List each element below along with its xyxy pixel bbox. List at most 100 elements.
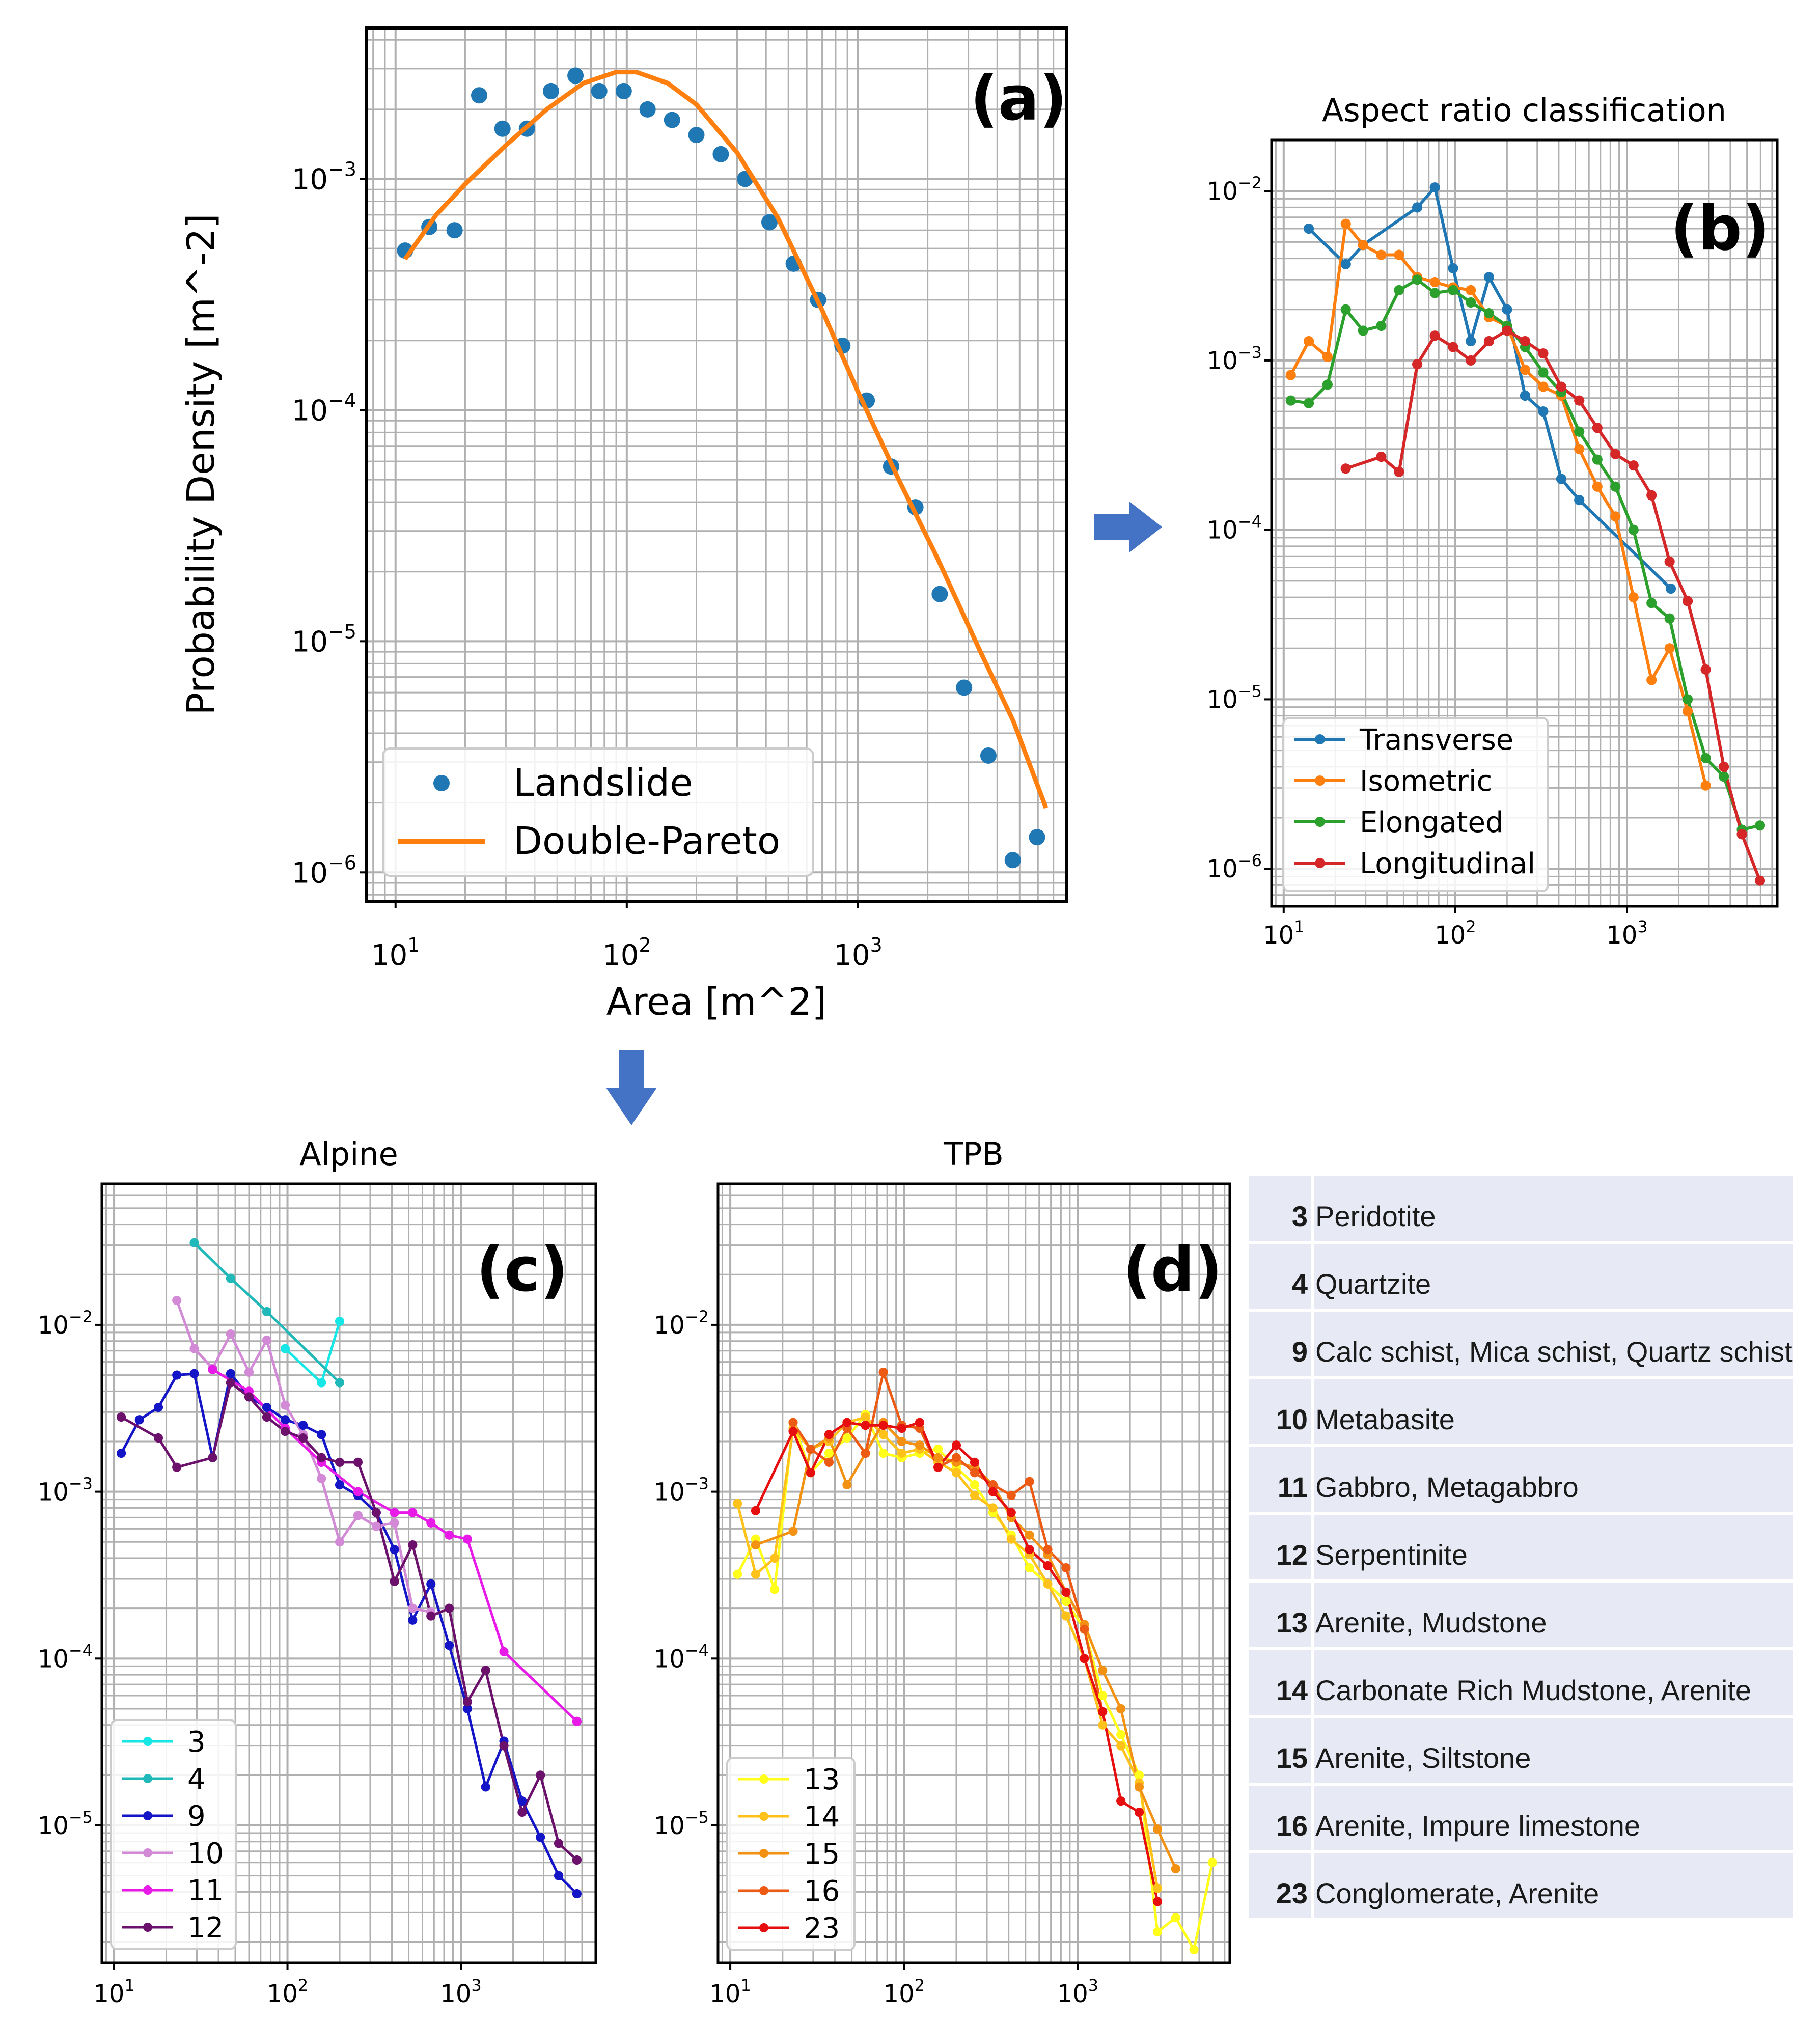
series-b-longitudinal-point xyxy=(1664,556,1675,567)
series-b-elongated-point xyxy=(1628,524,1639,535)
series-b-isometric-point xyxy=(1285,370,1296,380)
table-row xyxy=(1249,1583,1793,1647)
series-d-13-point xyxy=(1171,1913,1180,1923)
series-d-15-point xyxy=(788,1527,798,1536)
x-tick-label: 101 xyxy=(709,1976,751,2008)
series-a-landslide-point xyxy=(712,146,729,162)
series-b-longitudinal-point xyxy=(1646,490,1657,501)
y-axis-label-a: Probability Density [m^-2] xyxy=(179,213,223,715)
series-c-12-point xyxy=(244,1392,254,1402)
series-d-16-point xyxy=(861,1449,870,1458)
legend-b-elongated-label: Elongated xyxy=(1360,806,1504,839)
y-ticks-b: 10−210−310−410−510−6 xyxy=(1207,173,1272,883)
series-c-12-point xyxy=(281,1427,290,1436)
series-b-elongated-point xyxy=(1574,426,1585,437)
series-b-isometric-point xyxy=(1683,706,1693,716)
series-c-3-point xyxy=(335,1316,345,1326)
series-b-elongated-point xyxy=(1610,481,1621,492)
series-c-10-point xyxy=(335,1537,345,1547)
y-tick-label: 10−5 xyxy=(38,1808,93,1840)
x-tick-exp: 1 xyxy=(407,934,420,956)
series-c-9-point xyxy=(298,1421,308,1430)
y-tick-exp: −2 xyxy=(1238,173,1262,192)
lithology-code: 16 xyxy=(1276,1810,1308,1842)
table-row xyxy=(1249,1650,1793,1715)
x-axis-label-a: Area [m^2] xyxy=(606,980,827,1024)
legend-d-13-label: 13 xyxy=(804,1763,840,1796)
series-c-10-point xyxy=(226,1329,235,1339)
series-c-9-point xyxy=(517,1796,527,1806)
y-tick-base: 10 xyxy=(38,1311,69,1340)
series-d-16-point xyxy=(806,1444,815,1454)
series-b-isometric-point xyxy=(1358,240,1368,251)
series-b-transverse-point xyxy=(1412,202,1423,213)
series-b-isometric-point xyxy=(1322,351,1333,362)
x-tick-base: 10 xyxy=(440,1980,471,2008)
lithology-code: 14 xyxy=(1276,1674,1308,1706)
y-tick-base: 10 xyxy=(1207,177,1238,206)
legend-label-landslide: Landslide xyxy=(513,761,693,805)
series-c-10-point xyxy=(317,1474,326,1483)
series-c-9-point xyxy=(554,1871,564,1880)
series-c-11-point xyxy=(353,1487,363,1496)
series-a-landslide-point xyxy=(567,67,584,84)
series-d-14-point xyxy=(897,1449,906,1458)
x-tick-exp: 2 xyxy=(639,934,651,956)
series-b-elongated-point xyxy=(1394,285,1404,295)
series-d-23-point xyxy=(988,1487,998,1496)
series-c-10-point xyxy=(371,1521,381,1531)
y-tick-label: 10−3 xyxy=(1207,343,1262,375)
legend-c-3-label: 3 xyxy=(187,1726,206,1759)
y-tick-base: 10 xyxy=(1207,516,1238,545)
series-c-3-point xyxy=(281,1344,290,1353)
series-a-landslide-point xyxy=(542,82,559,99)
series-d-15-point xyxy=(915,1440,924,1450)
y-tick-label: 10−4 xyxy=(654,1641,709,1673)
series-d-23-point xyxy=(1006,1508,1016,1517)
series-b-transverse-point xyxy=(1574,495,1585,506)
series-d-15-point xyxy=(1134,1782,1144,1792)
series-b-isometric-point xyxy=(1340,218,1351,229)
series-b-isometric-point xyxy=(1394,249,1404,260)
y-tick-base: 10 xyxy=(292,625,328,658)
legend-d: 13 14 15 16 23 xyxy=(726,1757,856,1951)
table-row xyxy=(1249,1515,1793,1579)
y-ticks-a: 10−310−410−510−6 xyxy=(292,158,367,890)
series-c-9-point xyxy=(481,1782,490,1792)
series-d-16-point xyxy=(878,1367,888,1377)
series-d-14-point xyxy=(1116,1741,1126,1751)
legend-b-longitudinal-marker xyxy=(1315,858,1325,868)
series-b-isometric-point xyxy=(1429,277,1440,288)
series-b-transverse-point xyxy=(1520,391,1530,401)
lithology-name: Conglomerate, Arenite xyxy=(1315,1877,1599,1909)
series-c-9-point xyxy=(536,1833,545,1842)
table-row xyxy=(1249,1853,1793,1918)
chart-title-d: TPB xyxy=(943,1135,1004,1173)
series-c-12-point xyxy=(445,1603,454,1613)
x-tick-exp: 1 xyxy=(740,1976,751,1995)
series-b-longitudinal-point xyxy=(1700,664,1711,675)
series-b-longitudinal-point xyxy=(1683,596,1693,606)
series-c-12-point xyxy=(536,1770,545,1780)
series-c-9-point xyxy=(153,1403,163,1412)
series-c-11-point xyxy=(390,1508,399,1517)
series-d-23-line xyxy=(754,1421,1159,1902)
series-c-10-point xyxy=(262,1335,271,1345)
series-c-12-point xyxy=(426,1611,436,1621)
y-tick-exp: −5 xyxy=(1238,681,1262,701)
series-c-12-point xyxy=(554,1839,564,1848)
legend-b: Transverse Isometric Elongated Longitudinal xyxy=(1282,717,1549,892)
x-tick-exp: 2 xyxy=(298,1976,308,1995)
lithology-code: 11 xyxy=(1278,1471,1308,1503)
series-b-longitudinal-point xyxy=(1483,336,1494,347)
x-tick-label: 102 xyxy=(1435,917,1476,950)
lithology-name: Peridotite xyxy=(1315,1200,1436,1232)
series-c-11-point xyxy=(408,1508,418,1517)
series-b-isometric-point xyxy=(1592,481,1603,492)
series-d-23-point xyxy=(897,1424,906,1433)
series-b-longitudinal-point xyxy=(1429,330,1440,341)
series-a-landslide-point xyxy=(639,101,656,118)
plot-area-b xyxy=(1285,182,1766,886)
series-d-14-point xyxy=(861,1412,870,1422)
legend-c-9-marker xyxy=(143,1811,152,1820)
